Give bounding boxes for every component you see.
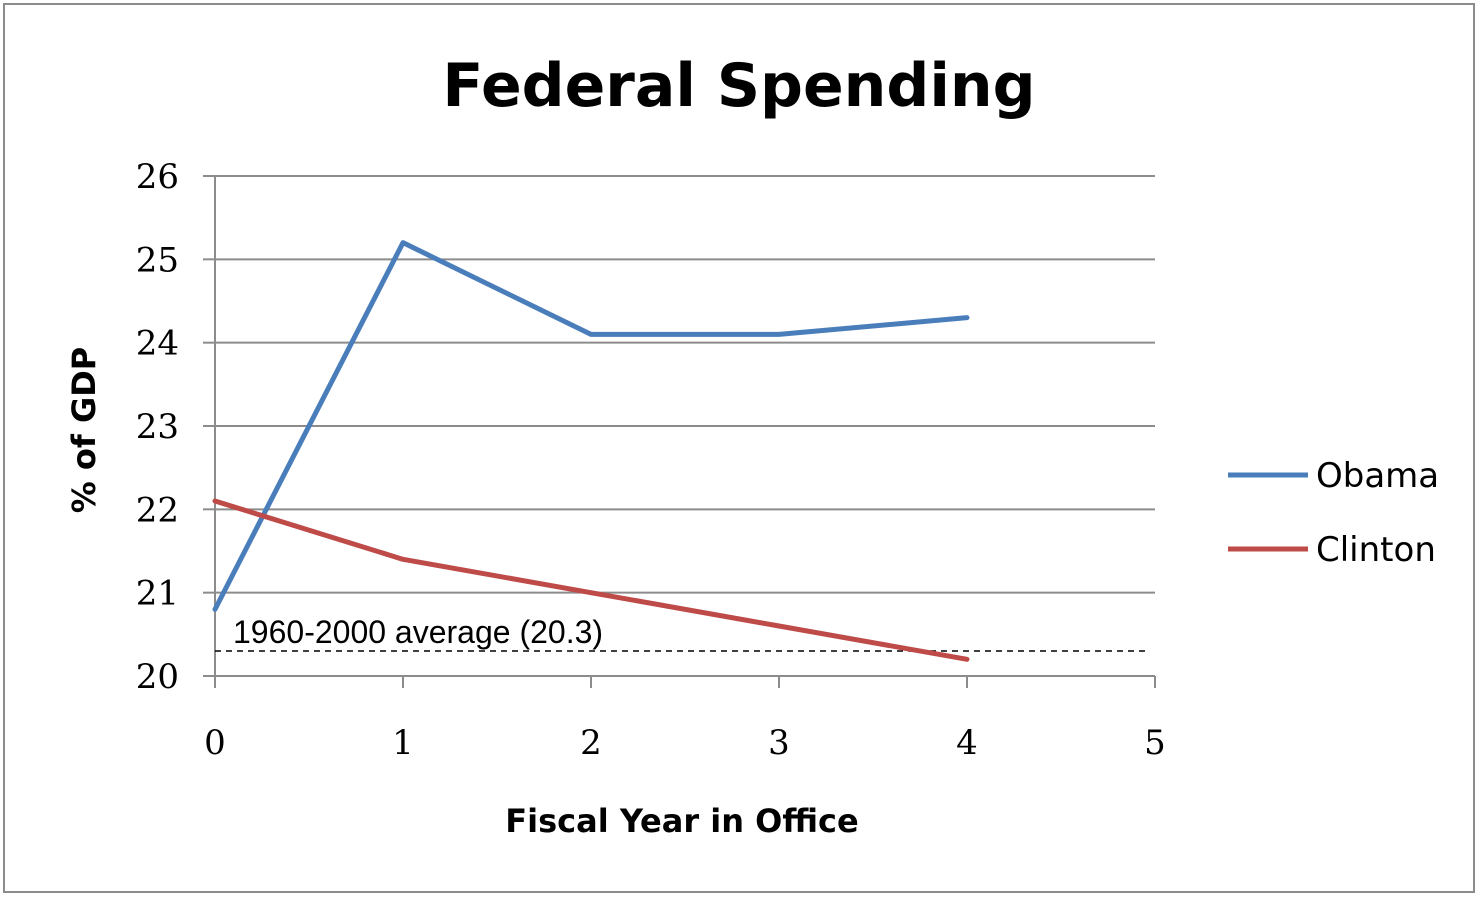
x-axis-label: Fiscal Year in Office [505, 802, 858, 840]
y-tick-label-25: 25 [136, 240, 179, 280]
x-tick-label-1: 1 [392, 723, 414, 763]
y-tick-label-22: 22 [136, 490, 179, 530]
legend-label-clinton: Clinton [1316, 530, 1436, 570]
x-tick-labels: 0 1 2 3 4 5 [204, 723, 1166, 763]
x-tick-label-4: 4 [956, 723, 978, 763]
y-tick-label-20: 20 [136, 657, 179, 697]
series-lines [212, 240, 970, 662]
gridlines [215, 175, 1155, 594]
x-tick-label-3: 3 [768, 723, 790, 763]
x-tick-label-0: 0 [204, 723, 226, 763]
y-tick-labels: 20 21 22 23 24 25 26 [136, 157, 179, 697]
y-axis-label: % of GDP [65, 347, 103, 514]
chart-frame [3, 3, 1475, 893]
y-tick-label-24: 24 [136, 324, 179, 364]
legend-label-obama: Obama [1316, 456, 1439, 496]
legend: Obama Clinton [1228, 456, 1439, 570]
y-tick-label-23: 23 [136, 407, 179, 447]
x-tick-label-2: 2 [580, 723, 602, 763]
series-line-obama [212, 240, 970, 612]
chart-title: Federal Spending [442, 51, 1035, 121]
reference-line-label: 1960-2000 average (20.3) [233, 614, 603, 650]
series-line-clinton [212, 498, 970, 662]
axes [203, 175, 1156, 688]
x-tick-label-5: 5 [1144, 723, 1166, 763]
y-tick-label-21: 21 [136, 574, 179, 614]
reference-line-group: 1960-2000 average (20.3) [215, 614, 1150, 652]
y-tick-label-26: 26 [136, 157, 179, 197]
